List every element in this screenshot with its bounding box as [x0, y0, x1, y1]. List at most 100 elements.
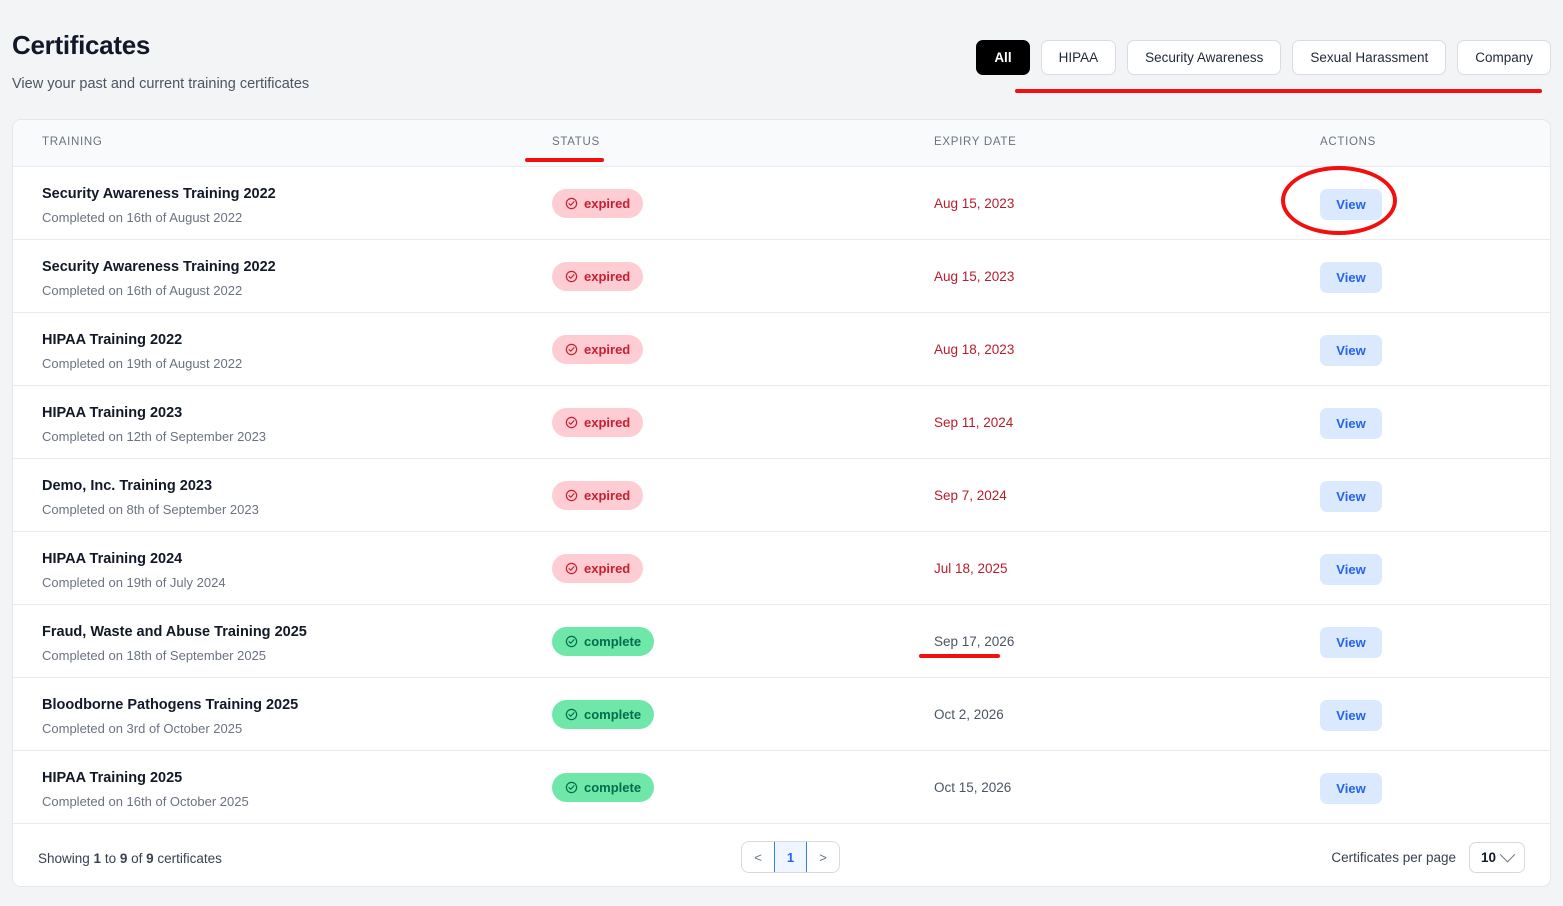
pagination-prev-button[interactable]: <: [742, 842, 774, 872]
status-badge-label: expired: [584, 196, 631, 211]
filter-button-all[interactable]: All: [976, 40, 1030, 75]
pagination: < 1 >: [741, 841, 840, 873]
view-button[interactable]: View: [1320, 554, 1382, 585]
showing-of: of: [127, 851, 147, 866]
circle-check-icon: [565, 635, 578, 648]
page-header: Certificates View your past and current …: [0, 0, 1563, 110]
expiry-date: Aug 18, 2023: [934, 342, 1015, 357]
status-badge-label: complete: [584, 634, 642, 649]
view-button[interactable]: View: [1320, 335, 1382, 366]
table-body: Security Awareness Training 2022 Complete…: [13, 167, 1550, 824]
expiry-date: Jul 18, 2025: [934, 561, 1008, 576]
training-name: Bloodborne Pathogens Training 2025: [42, 697, 299, 713]
showing-from: 1: [93, 851, 102, 866]
showing-to: 9: [119, 851, 128, 866]
view-button[interactable]: View: [1320, 408, 1382, 439]
filter-button-security-awareness[interactable]: Security Awareness: [1127, 40, 1282, 75]
status-badge: expired: [552, 481, 644, 510]
table-row: HIPAA Training 2022 Completed on 19th of …: [13, 313, 1550, 386]
training-name: HIPAA Training 2022: [42, 332, 183, 348]
expiry-date: Sep 7, 2024: [934, 488, 1007, 503]
training-completed-date: Completed on 3rd of October 2025: [42, 721, 243, 736]
status-badge: expired: [552, 554, 644, 583]
training-completed-date: Completed on 19th of August 2022: [42, 356, 243, 371]
circle-check-icon: [565, 197, 578, 210]
status-badge: expired: [552, 335, 644, 364]
view-button[interactable]: View: [1320, 262, 1382, 293]
column-header-expiry-date: EXPIRY DATE: [934, 136, 1017, 148]
table-row: Security Awareness Training 2022 Complete…: [13, 240, 1550, 313]
training-completed-date: Completed on 16th of October 2025: [42, 794, 249, 809]
status-badge: expired: [552, 262, 644, 291]
table-row: HIPAA Training 2025 Completed on 16th of …: [13, 751, 1550, 824]
training-completed-date: Completed on 12th of September 2023: [42, 429, 267, 444]
circle-check-icon: [565, 489, 578, 502]
training-name: Fraud, Waste and Abuse Training 2025: [42, 624, 307, 640]
per-page-control: Certificates per page 10: [1331, 842, 1525, 873]
training-completed-date: Completed on 8th of September 2023: [42, 502, 259, 517]
circle-check-icon: [565, 416, 578, 429]
showing-mid: to: [101, 851, 120, 866]
filter-button-hipaa[interactable]: HIPAA: [1040, 40, 1117, 75]
pagination-next-button[interactable]: >: [807, 842, 839, 872]
chevron-down-icon: [1499, 846, 1516, 863]
view-button[interactable]: View: [1320, 189, 1382, 220]
status-badge-label: expired: [584, 415, 631, 430]
training-name: HIPAA Training 2023: [42, 405, 183, 421]
per-page-label: Certificates per page: [1331, 850, 1456, 865]
view-button[interactable]: View: [1320, 481, 1382, 512]
per-page-select[interactable]: 10: [1469, 842, 1525, 873]
column-header-training: TRAINING: [42, 136, 103, 148]
status-badge-label: expired: [584, 488, 631, 503]
page-title: Certificates: [12, 30, 151, 60]
showing-total: 9: [146, 851, 154, 866]
table-row: Demo, Inc. Training 2023 Completed on 8th…: [13, 459, 1550, 532]
status-badge: expired: [552, 408, 644, 437]
column-header-actions: ACTIONS: [1320, 136, 1377, 148]
training-name: HIPAA Training 2025: [42, 770, 183, 786]
training-name: Security Awareness Training 2022: [42, 186, 276, 202]
expiry-date: Oct 15, 2026: [934, 780, 1012, 795]
training-name: Security Awareness Training 2022: [42, 259, 276, 275]
table-footer: Showing 1 to 9 of 9 certificates < 1 > C…: [13, 824, 1550, 886]
showing-prefix: Showing: [38, 851, 94, 866]
table-row: Security Awareness Training 2022 Complete…: [13, 167, 1550, 240]
expiry-date: Aug 15, 2023: [934, 269, 1015, 284]
expiry-date: Sep 17, 2026: [934, 634, 1015, 649]
table-row: Bloodborne Pathogens Training 2025 Comple…: [13, 678, 1550, 751]
table-header-row: TRAINING STATUS EXPIRY DATE ACTIONS: [13, 120, 1550, 167]
table-row: HIPAA Training 2023 Completed on 12th of …: [13, 386, 1550, 459]
filter-button-sexual-harassment[interactable]: Sexual Harassment: [1292, 40, 1447, 75]
status-badge: expired: [552, 189, 644, 218]
expiry-date: Aug 15, 2023: [934, 196, 1015, 211]
circle-check-icon: [565, 781, 578, 794]
certificates-table-card: TRAINING STATUS EXPIRY DATE ACTIONS Secu…: [12, 119, 1551, 887]
view-button[interactable]: View: [1320, 773, 1382, 804]
pagination-page-1-button[interactable]: 1: [774, 842, 807, 872]
circle-check-icon: [565, 708, 578, 721]
view-button[interactable]: View: [1320, 627, 1382, 658]
status-badge-label: expired: [584, 342, 631, 357]
circle-check-icon: [565, 270, 578, 283]
per-page-value: 10: [1480, 850, 1497, 865]
filter-button-group: All HIPAA Security Awareness Sexual Harassm…: [976, 40, 1551, 75]
status-badge: complete: [552, 700, 655, 729]
training-name: HIPAA Training 2024: [42, 551, 183, 567]
training-completed-date: Completed on 18th of September 2025: [42, 648, 267, 663]
status-badge-label: complete: [584, 780, 642, 795]
expiry-date: Oct 2, 2026: [934, 707, 1004, 722]
status-badge: complete: [552, 773, 655, 802]
showing-count-text: Showing 1 to 9 of 9 certificates: [38, 851, 222, 866]
table-row: HIPAA Training 2024 Completed on 19th of …: [13, 532, 1550, 605]
training-name: Demo, Inc. Training 2023: [42, 478, 213, 494]
training-completed-date: Completed on 19th of July 2024: [42, 575, 226, 590]
training-completed-date: Completed on 16th of August 2022: [42, 283, 243, 298]
filter-button-company[interactable]: Company: [1457, 40, 1551, 75]
circle-check-icon: [565, 562, 578, 575]
page-subtitle: View your past and current training cert…: [12, 76, 310, 92]
expiry-date: Sep 11, 2024: [934, 415, 1014, 430]
showing-suffix: certificates: [153, 851, 222, 866]
view-button[interactable]: View: [1320, 700, 1382, 731]
column-header-status: STATUS: [552, 136, 600, 148]
